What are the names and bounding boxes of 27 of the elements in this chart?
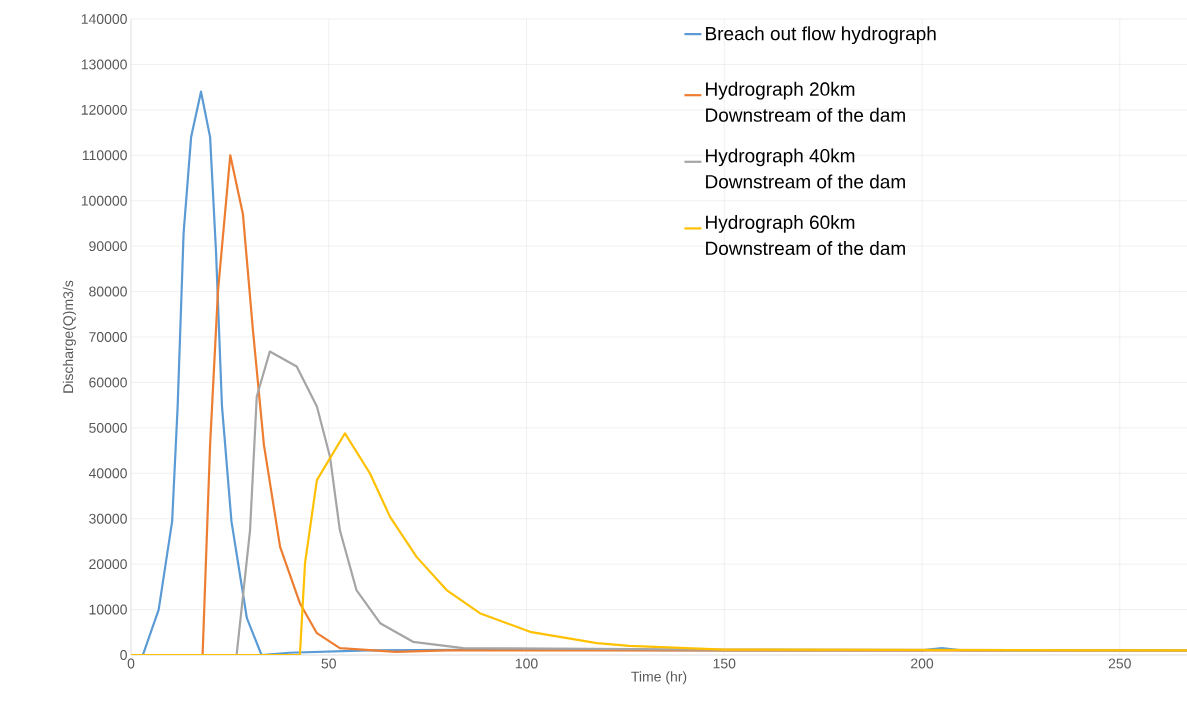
- y-tick-label: 110000: [82, 150, 127, 161]
- y-axis-title: Discharge(Q)m3/s: [62, 280, 76, 393]
- x-tick-label: 150: [713, 658, 736, 669]
- y-tick-label: 10000: [89, 604, 127, 615]
- x-axis-title: Time (hr): [631, 671, 687, 685]
- x-tick-label: 100: [515, 658, 538, 669]
- y-tick-label: 100000: [81, 195, 127, 206]
- y-tick-label: 130000: [81, 59, 127, 70]
- y-tick-label: 40000: [88, 468, 127, 479]
- y-tick-label: 70000: [89, 332, 127, 342]
- y-tick-label: 0: [120, 650, 127, 660]
- y-tick-label: 120000: [81, 104, 127, 115]
- legend-label: Hydrograph 60km Downstream of the dam: [706, 215, 905, 256]
- y-tick-label: 60000: [89, 377, 127, 388]
- y-tick-label: 90000: [89, 241, 127, 252]
- y-tick-label: 50000: [89, 422, 127, 433]
- x-tick-label: 200: [911, 658, 934, 669]
- y-tick-label: 80000: [89, 286, 127, 297]
- y-tick-label: 30000: [89, 513, 127, 524]
- legend-label: Breach out flow hydrograph: [706, 26, 936, 45]
- x-tick-label: 0: [127, 658, 135, 669]
- x-tick-label: 50: [321, 658, 336, 669]
- y-tick-label: 140000: [81, 14, 127, 24]
- legend-label: Hydrograph 40km Downstream of the dam: [706, 148, 905, 189]
- y-tick-label: 20000: [89, 559, 127, 570]
- x-tick-label: 250: [1108, 658, 1131, 669]
- legend-label: Hydrograph 20km Downstream of the dam: [706, 81, 905, 122]
